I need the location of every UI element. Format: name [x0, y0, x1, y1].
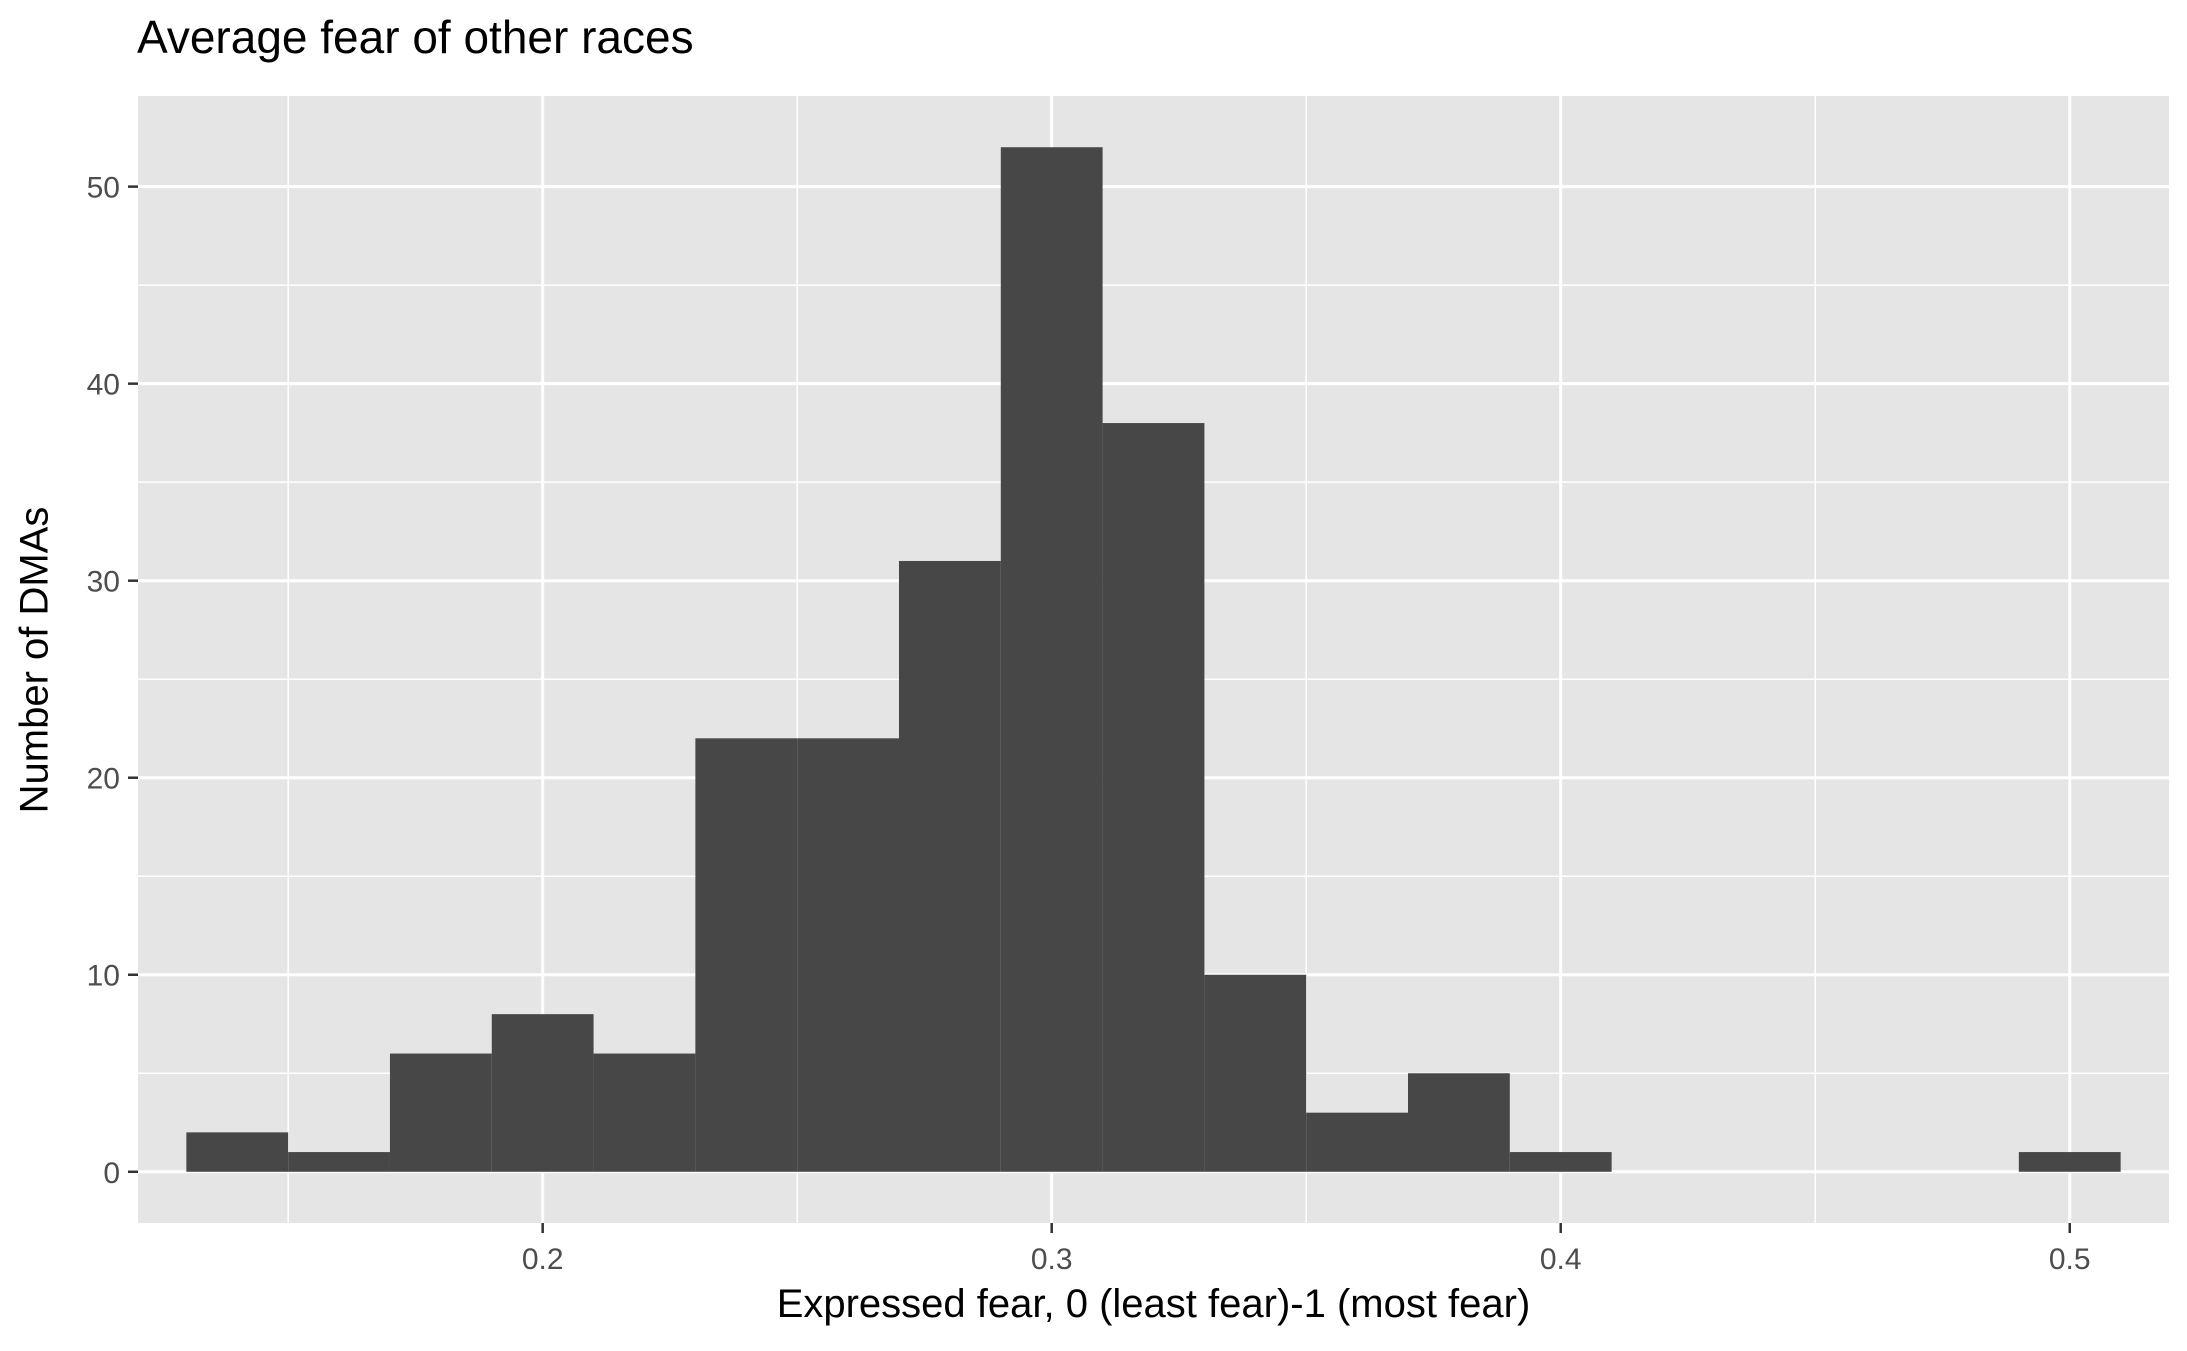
y-tick-label: 50 — [87, 172, 120, 205]
y-axis: 0 10 20 30 40 50 — [87, 172, 138, 1190]
histogram-bar — [1000, 147, 1103, 1172]
histogram-bar — [1102, 423, 1205, 1172]
histogram-bar — [2018, 1152, 2121, 1172]
histogram-bar — [1306, 1112, 1409, 1172]
x-axis: 0.2 0.3 0.4 0.5 — [522, 1223, 2091, 1276]
histogram-bar — [491, 1014, 594, 1172]
histogram-bar — [1509, 1152, 1612, 1172]
y-tick-label: 40 — [87, 369, 120, 402]
histogram-bar — [186, 1132, 289, 1172]
y-tick-label: 20 — [87, 763, 120, 796]
chart-title: Average fear of other races — [137, 11, 694, 63]
histogram-bar — [898, 560, 1001, 1172]
histogram-bar — [389, 1053, 492, 1172]
histogram-bar — [797, 738, 899, 1172]
histogram-bar — [1408, 1073, 1510, 1172]
x-axis-label: Expressed fear, 0 (least fear)-1 (most f… — [776, 1282, 1531, 1326]
histogram-bar — [695, 738, 798, 1172]
x-tick-label: 0.5 — [2049, 1243, 2091, 1276]
x-tick-label: 0.4 — [1540, 1243, 1582, 1276]
histogram-bar — [1204, 974, 1307, 1172]
histogram-bar — [593, 1053, 696, 1172]
histogram-bars — [186, 147, 2121, 1172]
x-tick-label: 0.3 — [1031, 1243, 1073, 1276]
y-tick-label: 30 — [87, 566, 120, 599]
y-axis-label: Number of DMAs — [12, 506, 57, 814]
x-tick-label: 0.2 — [522, 1243, 564, 1276]
y-tick-label: 10 — [87, 960, 120, 993]
y-tick-label: 0 — [103, 1157, 120, 1190]
histogram-bar — [288, 1152, 390, 1172]
